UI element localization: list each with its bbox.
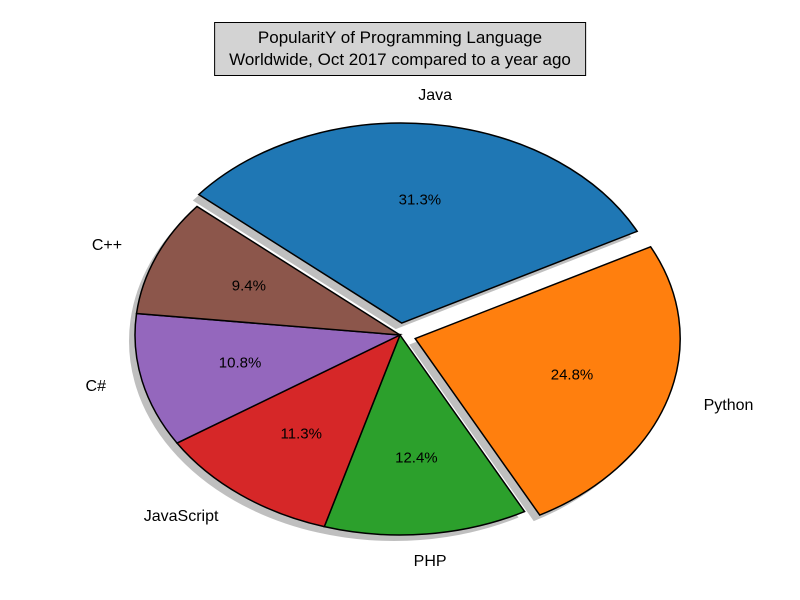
pie-slice-label: C++ [92,237,122,255]
pie-chart-container: PopularitY of Programming Language World… [0,0,800,600]
pie-slice-label: JavaScript [144,508,219,526]
pie-pct-label: 12.4% [395,450,438,467]
pie-pct-label: 10.8% [219,355,262,372]
pie-svg [0,0,800,600]
pie-pct-label: 9.4% [232,278,266,295]
pie-slice-label: C# [86,378,106,396]
pie-pct-label: 11.3% [281,426,322,443]
pie-pct-label: 24.8% [551,367,594,384]
pie-slice-label: Python [704,397,754,415]
pie-slice-label: PHP [414,553,447,571]
pie-slice-label: Java [418,87,452,105]
pie-pct-label: 31.3% [399,191,442,208]
